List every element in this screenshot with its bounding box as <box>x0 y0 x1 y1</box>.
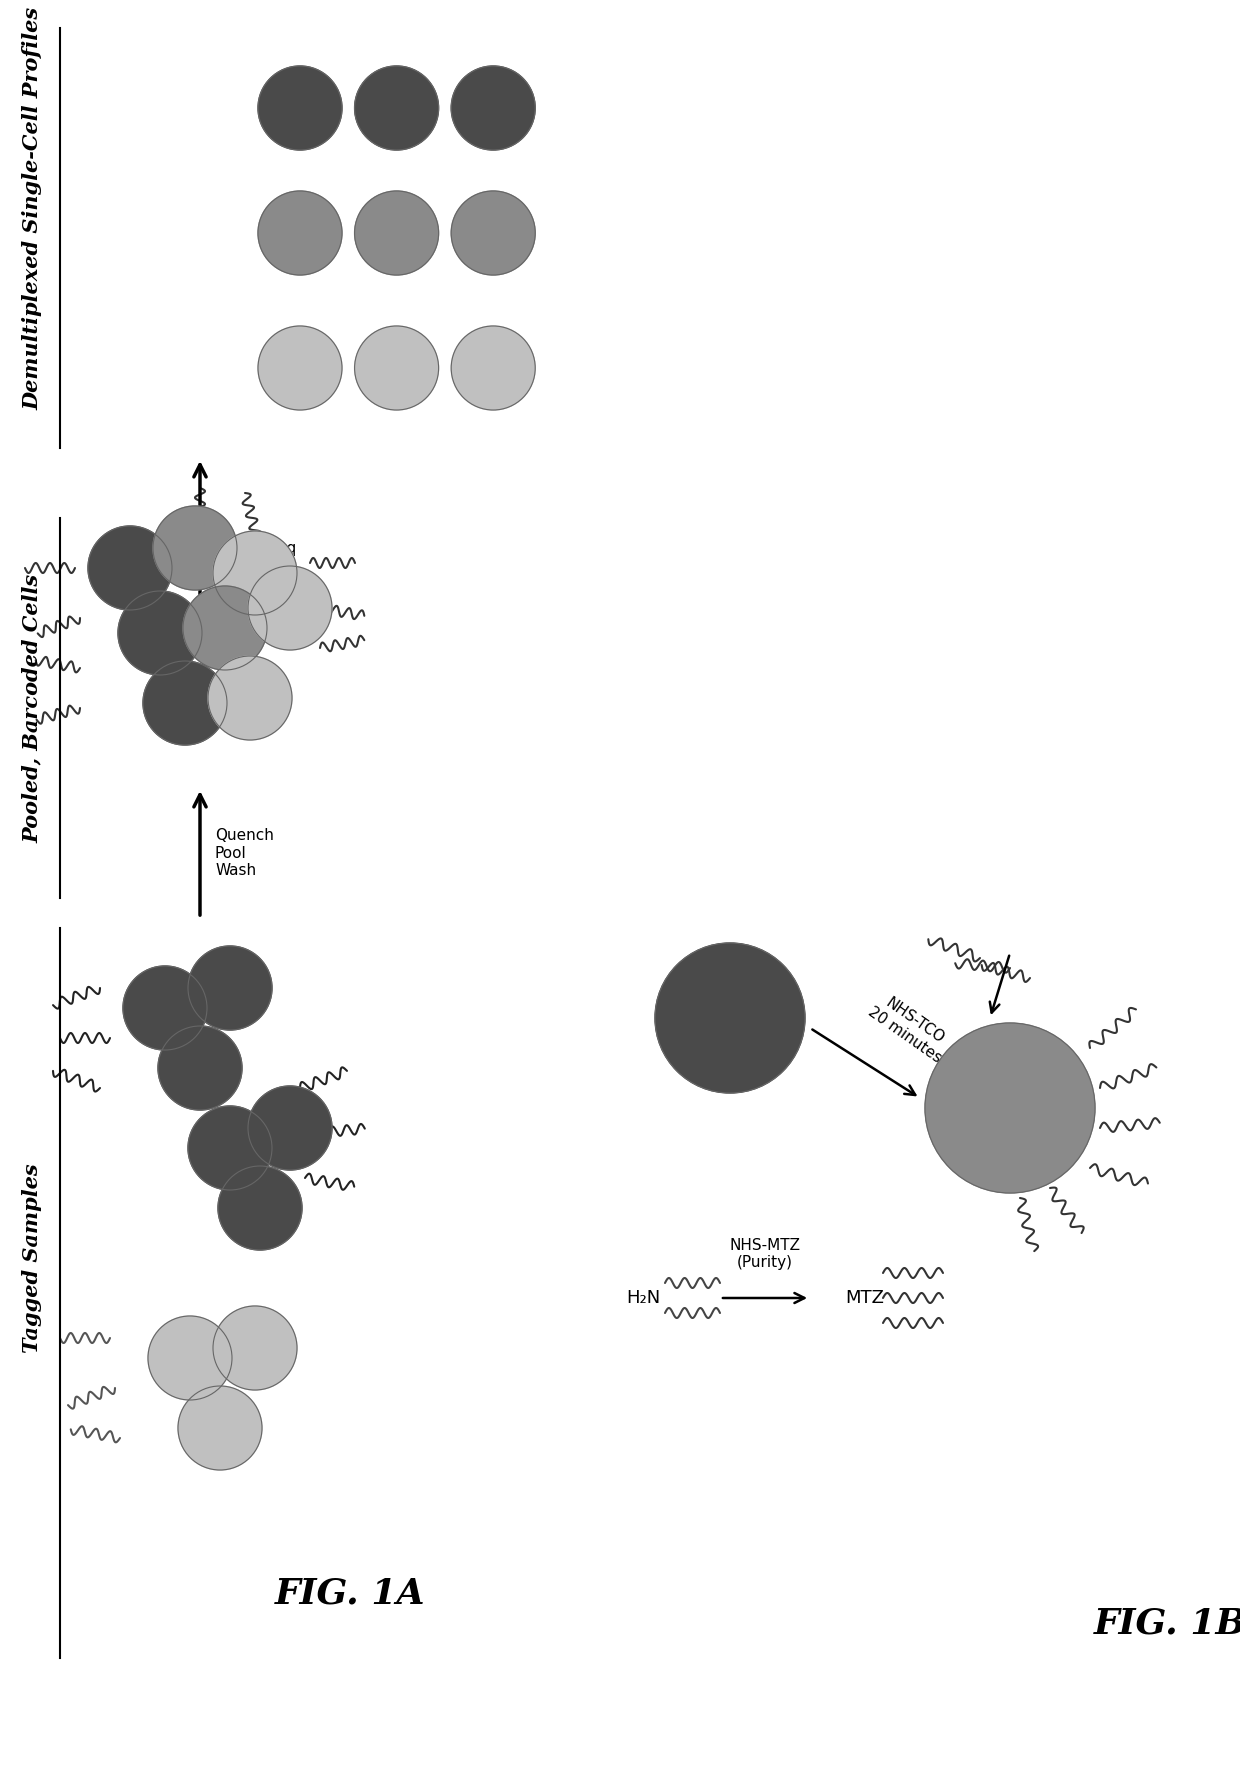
Text: MTZ: MTZ <box>844 1289 884 1307</box>
Text: NHS-MTZ
(Purity): NHS-MTZ (Purity) <box>729 1237 801 1269</box>
Circle shape <box>213 1305 298 1389</box>
Circle shape <box>925 1023 1095 1193</box>
Circle shape <box>451 191 536 275</box>
Circle shape <box>148 1316 232 1400</box>
Circle shape <box>258 325 342 409</box>
Circle shape <box>188 1107 272 1191</box>
Text: FIG. 1A: FIG. 1A <box>275 1575 425 1609</box>
Circle shape <box>123 966 207 1050</box>
Circle shape <box>248 567 332 651</box>
Circle shape <box>188 946 272 1030</box>
Circle shape <box>218 1166 303 1250</box>
Circle shape <box>153 506 237 590</box>
Text: Tagged Samples: Tagged Samples <box>22 1164 42 1354</box>
Circle shape <box>208 656 291 740</box>
Circle shape <box>179 1386 262 1470</box>
Circle shape <box>451 325 536 409</box>
Circle shape <box>118 592 202 676</box>
Text: NHS-TCO
20 minutes: NHS-TCO 20 minutes <box>866 991 955 1066</box>
Circle shape <box>655 942 805 1092</box>
Text: H₂N: H₂N <box>626 1289 660 1307</box>
Text: Pooled, Barcoded Cells: Pooled, Barcoded Cells <box>22 574 42 842</box>
Circle shape <box>184 586 267 670</box>
Circle shape <box>213 531 298 615</box>
Circle shape <box>157 1026 242 1110</box>
Circle shape <box>143 662 227 746</box>
Text: Quench
Pool
Wash: Quench Pool Wash <box>215 828 274 878</box>
Text: Demultiplexed Single-Cell Profiles: Demultiplexed Single-Cell Profiles <box>22 7 42 409</box>
Circle shape <box>258 191 342 275</box>
Circle shape <box>248 1085 332 1169</box>
Text: scRNA-seq: scRNA-seq <box>215 540 296 556</box>
Circle shape <box>258 66 342 150</box>
Text: FIG. 1B: FIG. 1B <box>1094 1606 1240 1640</box>
Circle shape <box>451 66 536 150</box>
Circle shape <box>355 191 439 275</box>
Circle shape <box>88 526 172 610</box>
Circle shape <box>355 325 439 409</box>
Circle shape <box>355 66 439 150</box>
